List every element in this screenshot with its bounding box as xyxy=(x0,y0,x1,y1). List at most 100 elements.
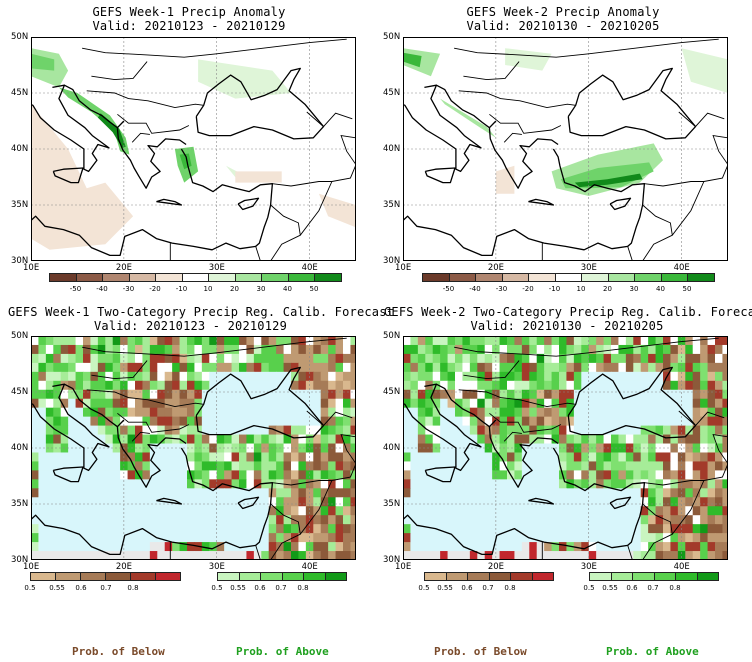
probability-cell xyxy=(83,515,92,525)
probability-cell xyxy=(685,353,694,364)
probability-cell xyxy=(187,344,196,355)
probability-cell xyxy=(343,380,352,391)
probability-cell xyxy=(350,488,355,498)
probability-cell xyxy=(477,443,486,454)
probability-cell xyxy=(707,398,716,409)
colorbar-label: 0.55 xyxy=(230,584,246,592)
probability-cell xyxy=(655,434,664,445)
probability-cell xyxy=(216,344,225,355)
probability-cell xyxy=(477,344,486,355)
probability-cell xyxy=(194,551,203,559)
probability-cell xyxy=(477,337,486,346)
probability-cell xyxy=(224,398,233,409)
probability-cell xyxy=(120,425,129,436)
probability-cell xyxy=(343,425,352,436)
probability-cell xyxy=(127,524,136,534)
probability-cell xyxy=(663,551,672,559)
probability-cell xyxy=(677,506,686,516)
colorbar-swatch xyxy=(501,273,529,282)
probability-cell xyxy=(32,353,40,364)
probability-cell xyxy=(469,533,478,543)
probability-cell xyxy=(655,371,664,382)
probability-cell xyxy=(514,380,523,391)
probability-cell xyxy=(194,416,203,427)
probability-cell xyxy=(68,506,77,516)
probability-cell xyxy=(417,443,426,454)
probability-cell xyxy=(462,416,471,427)
probability-cell xyxy=(343,407,352,418)
probability-cell xyxy=(677,479,686,489)
probability-cell xyxy=(477,542,486,552)
lon-tick-label: 40E xyxy=(673,263,690,273)
probability-cell xyxy=(677,497,686,507)
probability-cell xyxy=(685,497,694,507)
probability-cell xyxy=(201,353,210,364)
probability-cell xyxy=(45,461,54,471)
probability-cell xyxy=(75,416,84,427)
probability-cell xyxy=(655,488,664,498)
probability-cell xyxy=(663,452,672,463)
probability-cell xyxy=(172,407,181,418)
probability-cell xyxy=(677,425,686,436)
probability-cell xyxy=(246,542,255,552)
probability-cell xyxy=(404,497,412,507)
probability-cell xyxy=(45,389,54,400)
probability-cell xyxy=(529,344,538,355)
colorbar-swatch xyxy=(589,572,612,581)
probability-cell xyxy=(268,461,277,471)
probability-cell xyxy=(320,353,329,364)
probability-cell xyxy=(440,506,449,516)
probability-cell xyxy=(298,416,307,427)
probability-cell xyxy=(625,407,634,418)
probability-cell xyxy=(246,434,255,445)
probability-cell xyxy=(305,434,314,445)
probability-cell xyxy=(462,398,471,409)
probability-cell xyxy=(75,353,84,364)
probability-cell xyxy=(573,461,582,471)
probability-cell xyxy=(700,551,709,559)
probability-cell xyxy=(187,506,196,516)
probability-cell xyxy=(83,434,92,445)
probability-cell xyxy=(291,551,300,559)
probability-cell xyxy=(187,337,196,346)
probability-cell xyxy=(149,398,158,409)
probability-cell xyxy=(291,344,300,355)
probability-cell xyxy=(611,515,620,525)
probability-cell xyxy=(60,416,69,427)
probability-cell xyxy=(603,407,612,418)
probability-cell xyxy=(187,524,196,534)
probability-cell xyxy=(291,434,300,445)
probability-cell xyxy=(551,461,560,471)
probability-cell xyxy=(239,533,248,543)
probability-cell xyxy=(164,344,173,355)
probability-cell xyxy=(536,542,545,552)
probability-cell xyxy=(640,515,649,525)
probability-cell xyxy=(611,389,620,400)
probability-cell xyxy=(707,371,716,382)
probability-cell xyxy=(45,479,54,489)
probability-cell xyxy=(507,461,516,471)
probability-cell xyxy=(551,470,560,480)
probability-cell xyxy=(276,452,285,463)
probability-cell xyxy=(566,497,575,507)
probability-cell xyxy=(335,344,344,355)
probability-cell xyxy=(499,380,508,391)
probability-cell xyxy=(588,353,597,364)
probability-cell xyxy=(305,353,314,364)
probability-cell xyxy=(566,353,575,364)
probability-cell xyxy=(410,479,419,489)
probability-cell xyxy=(157,551,166,559)
probability-cell xyxy=(305,479,314,489)
probability-cell xyxy=(455,353,464,364)
probability-cell xyxy=(149,551,158,559)
probability-cell xyxy=(239,470,248,480)
probability-cell xyxy=(596,542,605,552)
probability-cell xyxy=(618,353,627,364)
probability-cell xyxy=(112,533,121,543)
probability-cell xyxy=(492,434,501,445)
probability-cell xyxy=(68,551,77,559)
probability-cell xyxy=(157,353,166,364)
probability-cell xyxy=(224,389,233,400)
probability-cell xyxy=(707,533,716,543)
probability-cell xyxy=(291,497,300,507)
